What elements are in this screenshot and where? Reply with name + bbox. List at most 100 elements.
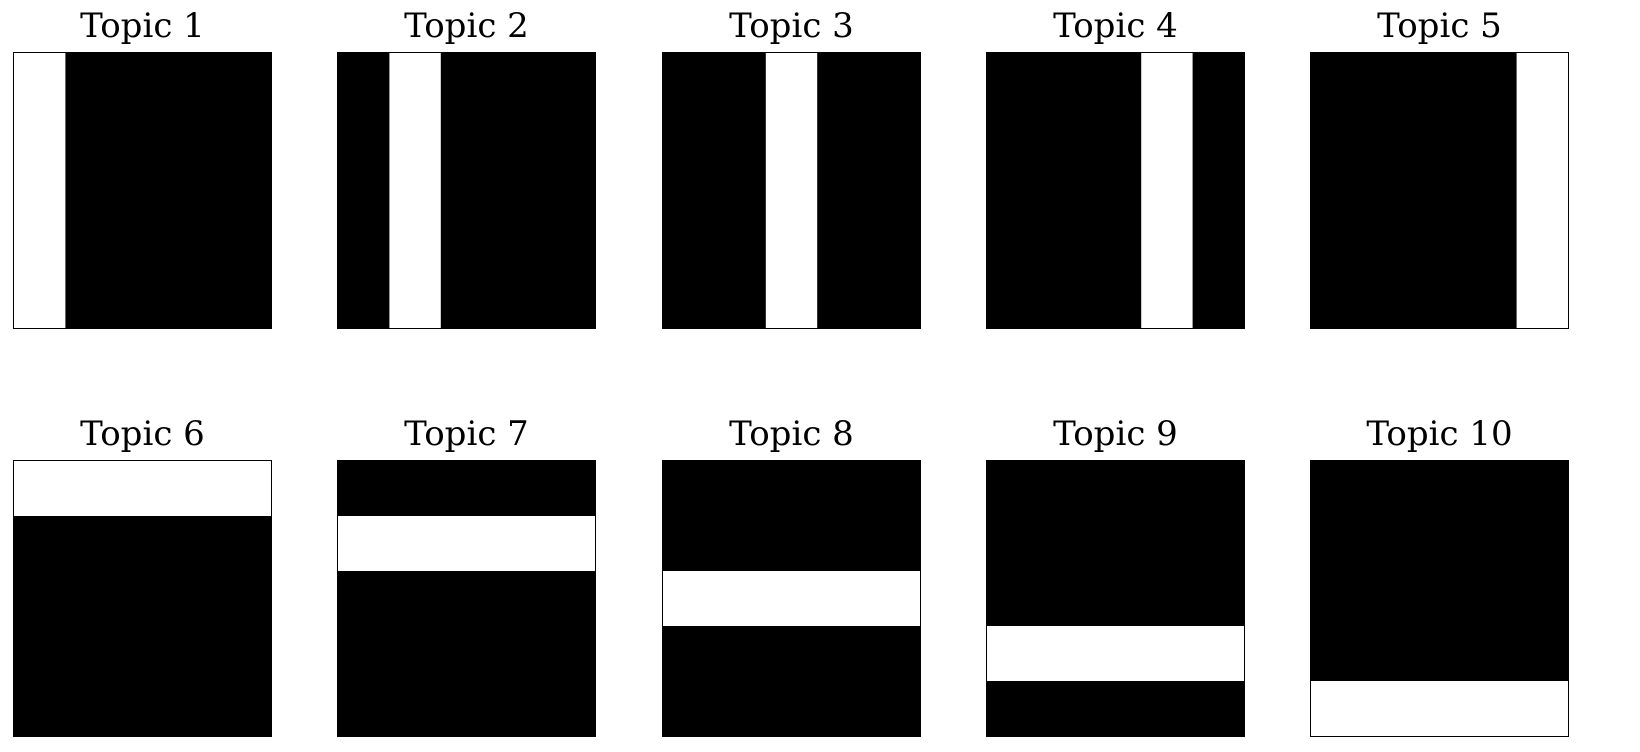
pixel-cell xyxy=(1141,53,1194,110)
pixel-cell xyxy=(116,571,170,628)
pixel-cell xyxy=(543,273,595,328)
pixel-cell xyxy=(714,626,767,683)
pixel-cell xyxy=(765,571,819,628)
pixel-cell xyxy=(714,163,767,220)
pixel-cell xyxy=(1192,516,1244,573)
pixel-cell xyxy=(65,108,118,165)
pixel-cell xyxy=(219,53,271,110)
pixel-cell xyxy=(116,108,170,165)
pixel-cell xyxy=(389,571,442,628)
topic-image xyxy=(986,460,1245,737)
pixel-cell xyxy=(338,626,391,683)
topic-title: Topic 3 xyxy=(729,6,854,46)
pixel-cell xyxy=(440,218,494,275)
topic-title: Topic 5 xyxy=(1377,6,1502,46)
pixel-cell xyxy=(492,53,545,110)
pixel-cell xyxy=(338,163,391,220)
pixel-cell xyxy=(1089,626,1143,683)
pixel-cell xyxy=(765,681,819,736)
pixel-cell xyxy=(1362,108,1415,165)
topic-pattern xyxy=(663,53,920,328)
pixel-cell xyxy=(543,571,595,628)
topic-title: Topic 9 xyxy=(1053,414,1178,454)
pixel-cell xyxy=(219,163,271,220)
pixel-cell xyxy=(1192,163,1244,220)
pixel-cell xyxy=(663,53,716,110)
pixel-cell xyxy=(492,626,545,683)
pixel-cell xyxy=(1362,163,1415,220)
topic-title: Topic 4 xyxy=(1053,6,1178,46)
pixel-cell xyxy=(1089,461,1143,518)
pixel-cell xyxy=(338,461,391,518)
pixel-cell xyxy=(1038,681,1091,736)
pixel-cell xyxy=(1141,571,1194,628)
pixel-cell xyxy=(1141,516,1194,573)
pixel-cell xyxy=(116,461,170,518)
pixel-cell xyxy=(765,273,819,328)
pixel-cell xyxy=(765,53,819,110)
pixel-cell xyxy=(65,163,118,220)
pixel-cell xyxy=(492,273,545,328)
pixel-cell xyxy=(1413,461,1467,518)
pixel-cell xyxy=(1192,218,1244,275)
pixel-cell xyxy=(714,571,767,628)
pixel-cell xyxy=(817,571,870,628)
pixel-cell xyxy=(987,681,1040,736)
pixel-cell xyxy=(1413,163,1467,220)
pixel-cell xyxy=(987,53,1040,110)
pixel-cell xyxy=(1413,218,1467,275)
topic-pattern xyxy=(663,461,920,736)
pixel-cell xyxy=(987,218,1040,275)
pixel-cell xyxy=(65,571,118,628)
pixel-cell xyxy=(714,218,767,275)
pixel-cell xyxy=(1465,461,1518,518)
pixel-cell xyxy=(1413,626,1467,683)
pixel-cell xyxy=(440,273,494,328)
pixel-cell xyxy=(116,681,170,736)
pixel-cell xyxy=(168,681,221,736)
pixel-cell xyxy=(987,516,1040,573)
topic-pattern xyxy=(338,461,595,736)
pixel-cell xyxy=(1192,626,1244,683)
topic-image xyxy=(337,52,596,329)
pixel-cell xyxy=(219,571,271,628)
pixel-cell xyxy=(868,218,920,275)
pixel-cell xyxy=(1516,108,1568,165)
pixel-cell xyxy=(543,681,595,736)
pixel-cell xyxy=(987,461,1040,518)
pixel-cell xyxy=(1362,681,1415,736)
pixel-cell xyxy=(1311,163,1364,220)
pixel-cell xyxy=(1192,273,1244,328)
pixel-cell xyxy=(1141,273,1194,328)
pixel-cell xyxy=(1516,53,1568,110)
pixel-cell xyxy=(1089,53,1143,110)
pixel-cell xyxy=(765,108,819,165)
pixel-cell xyxy=(116,516,170,573)
pixel-cell xyxy=(492,571,545,628)
pixel-cell xyxy=(1413,571,1467,628)
pixel-cell xyxy=(1465,218,1518,275)
pixel-cell xyxy=(1362,461,1415,518)
pixel-cell xyxy=(714,273,767,328)
pixel-cell xyxy=(219,108,271,165)
topic-title: Topic 1 xyxy=(80,6,205,46)
pixel-cell xyxy=(1413,273,1467,328)
pixel-cell xyxy=(1362,516,1415,573)
topic-image xyxy=(1310,52,1569,329)
pixel-cell xyxy=(14,273,67,328)
pixel-cell xyxy=(492,461,545,518)
topic-pattern xyxy=(1311,53,1568,328)
pixel-cell xyxy=(168,461,221,518)
pixel-cell xyxy=(389,681,442,736)
pixel-cell xyxy=(14,163,67,220)
pixel-cell xyxy=(116,53,170,110)
pixel-cell xyxy=(116,163,170,220)
pixel-cell xyxy=(338,516,391,573)
pixel-cell xyxy=(116,273,170,328)
pixel-cell xyxy=(1089,571,1143,628)
pixel-cell xyxy=(1465,516,1518,573)
pixel-cell xyxy=(1516,681,1568,736)
pixel-cell xyxy=(987,163,1040,220)
topic-title: Topic 8 xyxy=(729,414,854,454)
